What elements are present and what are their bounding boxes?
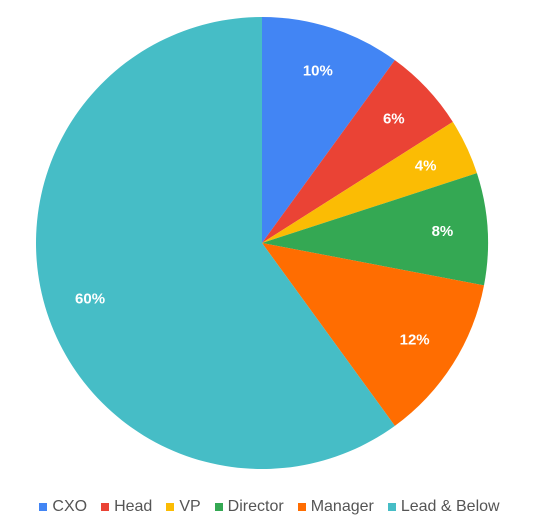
slice-label-head: 6%: [383, 111, 405, 128]
legend-label-cxo: CXO: [52, 498, 88, 515]
pie-slice-cxo: [262, 17, 395, 243]
legend-swatch-cxo: [39, 503, 48, 511]
legend-item-vp: VP: [166, 498, 201, 516]
pie-slice-manager: [262, 243, 484, 426]
pie-slice-director: [262, 173, 489, 286]
legend-item-lead-and-below: Lead & Below: [387, 498, 500, 516]
legend-swatch-head: [101, 503, 110, 511]
pie-slice-lead-and-below: [36, 17, 395, 470]
legend-label-head: Head: [114, 498, 153, 515]
legend-item-director: Director: [214, 498, 284, 516]
legend-swatch-manager: [297, 503, 306, 511]
legend-swatch-director: [214, 503, 223, 511]
legend-label-vp: VP: [179, 498, 201, 515]
slice-label-manager: 12%: [400, 331, 430, 348]
legend-label-manager: Manager: [310, 498, 374, 515]
chart-legend: CXO Head VP Director Manager Lead & Below: [0, 496, 539, 518]
slice-label-director: 8%: [432, 223, 454, 240]
slice-label-lead-and-below: 60%: [75, 290, 105, 307]
legend-swatch-lead-and-below: [387, 503, 396, 511]
slice-label-vp: 4%: [415, 158, 437, 175]
legend-item-manager: Manager: [297, 498, 374, 516]
legend-swatch-vp: [166, 503, 175, 511]
legend-label-director: Director: [227, 498, 284, 515]
slice-label-cxo: 10%: [303, 63, 333, 80]
legend-item-cxo: CXO: [39, 498, 87, 516]
pie-slice-labels: 10% 6% 4% 8% 12% 60%: [75, 63, 453, 349]
pie-slice-head: [262, 60, 453, 243]
pie-chart-plot: 10% 6% 4% 8% 12% 60%: [36, 17, 489, 470]
legend-item-head: Head: [101, 498, 152, 516]
legend-label-lead-and-below: Lead & Below: [400, 498, 500, 515]
pie-slice-vp: [262, 121, 477, 243]
pie-slices: [36, 17, 489, 470]
